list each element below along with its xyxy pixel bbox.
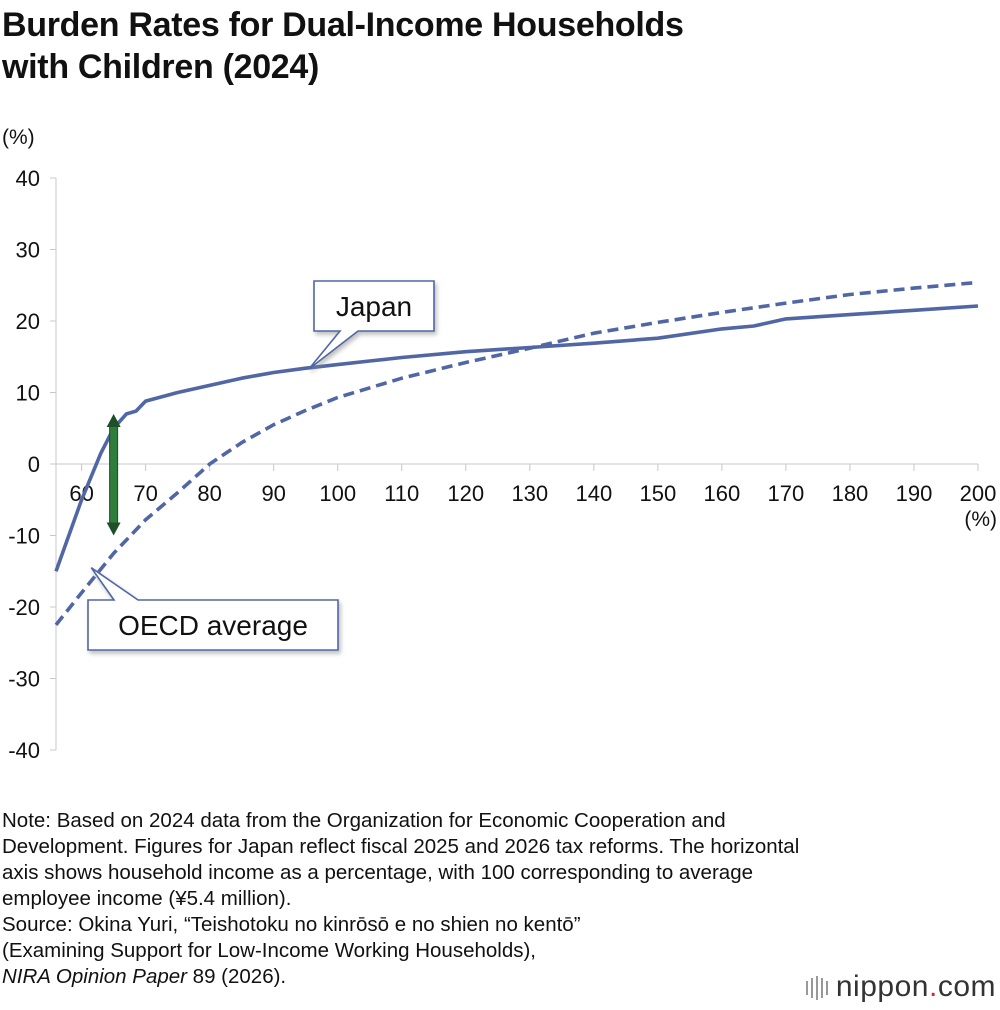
logo-dot: . [928, 970, 938, 1003]
oecd-series-line [54, 280, 979, 627]
note-line: employee income (¥5.4 million). [2, 887, 292, 910]
x-tick-label: 80 [197, 481, 221, 506]
y-tick-label: -40 [8, 738, 40, 763]
oecd-callout [87, 567, 339, 651]
x-tick-label: 70 [133, 481, 157, 506]
nippon-logo: nippon.com [804, 970, 996, 1004]
source-line: Source: Okina Yuri, “Teishotoku no kinrō… [2, 913, 581, 936]
y-tick-label: 40 [16, 166, 40, 191]
y-tick-label: -30 [8, 667, 40, 692]
japan-callout-box [308, 280, 435, 370]
note-line: axis shows household income as a percent… [2, 861, 753, 884]
y-tick-label: 10 [16, 381, 40, 406]
gap-arrow-head-top [106, 413, 121, 427]
japan-label: Japan [336, 291, 412, 322]
note-line: Note: Based on 2024 data from the Organi… [2, 809, 726, 832]
source-line-last: NIRA Opinion Paper 89 (2026). [2, 964, 992, 990]
x-axis-unit: (%) [964, 508, 997, 531]
chart-title: Burden Rates for Dual-Income Households … [2, 4, 684, 88]
gap-arrow-shaft [109, 425, 119, 525]
x-tick-label: 200 [960, 481, 997, 506]
y-tick-label: 30 [16, 238, 40, 263]
x-tick-label: 140 [575, 481, 612, 506]
logo-main: nippon [835, 970, 929, 1003]
source-line: (Examining Support for Low-Income Workin… [2, 939, 537, 962]
x-tick-label: 90 [261, 481, 285, 506]
gap-arrow [106, 413, 121, 536]
oecd-label: OECD average [118, 610, 308, 641]
y-tick-label: -20 [8, 595, 40, 620]
x-tick-label: 190 [896, 481, 933, 506]
logo-mark-icon [805, 976, 828, 1001]
note-text: Note: Based on 2024 data from the Organi… [2, 808, 992, 990]
y-tick-label: -10 [8, 524, 40, 549]
x-tick-label: 170 [768, 481, 805, 506]
x-tick-label: 150 [640, 481, 677, 506]
y-tick-label: 0 [28, 452, 40, 477]
title-line-2: with Children (2024) [2, 48, 320, 86]
x-tick-label: 160 [704, 481, 741, 506]
y-tick-label: 20 [16, 309, 40, 334]
title-line-1: Burden Rates for Dual-Income Households [2, 6, 684, 44]
japan-callout [308, 280, 435, 370]
gap-arrow-head-bottom [106, 522, 121, 536]
japan-series-line [54, 304, 979, 572]
y-axis-unit: (%) [2, 126, 35, 149]
x-tick-label: 180 [832, 481, 869, 506]
x-tick-label: 100 [319, 481, 356, 506]
source-issue: 89 (2026). [186, 965, 287, 988]
x-tick-label: 120 [447, 481, 484, 506]
x-tick-label: 130 [511, 481, 548, 506]
note-line: Development. Figures for Japan reflect f… [2, 835, 800, 858]
logo-tld: com [937, 970, 996, 1003]
x-tick-label: 110 [384, 481, 419, 506]
source-publication: NIRA Opinion Paper [2, 965, 187, 988]
annotation-layer: Japan OECD average [87, 280, 435, 651]
series-layer [54, 280, 979, 627]
oecd-callout-box [87, 567, 339, 651]
